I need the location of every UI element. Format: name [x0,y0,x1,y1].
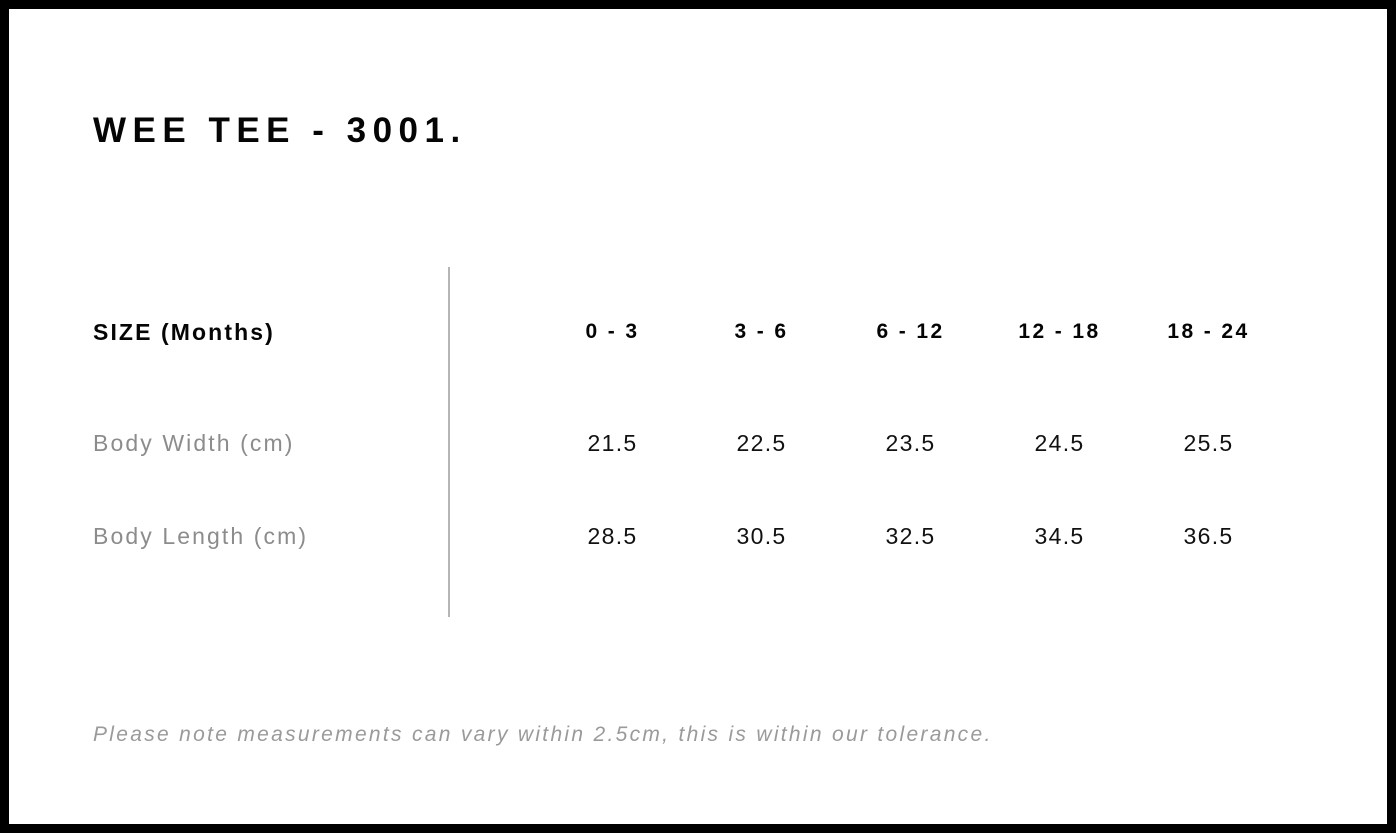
table-body: Body Width (cm) 21.5 22.5 23.5 24.5 25.5… [93,397,1283,583]
column-header-6-12: 6 - 12 [876,320,945,343]
size-table: SIZE (Months) 0 - 3 3 - 6 6 - 12 12 - 18… [93,267,1283,583]
table-header-row: SIZE (Months) 0 - 3 3 - 6 6 - 12 12 - 18… [93,267,1283,397]
card-inner: WEE TEE - 3001. SIZE (Months) 0 - 3 3 - [9,9,1387,824]
table-head: SIZE (Months) 0 - 3 3 - 6 6 - 12 12 - 18… [93,267,1283,397]
body-width-3-6: 22.5 [736,430,787,456]
body-length-6-12: 32.5 [885,523,936,549]
body-width-18-24: 25.5 [1183,430,1234,456]
body-width-0-3: 21.5 [587,430,638,456]
row-label-body-width: Body Width (cm) [93,430,295,456]
body-width-6-12: 23.5 [885,430,936,456]
page-title: WEE TEE - 3001. [93,111,467,150]
vertical-divider [448,267,450,617]
column-header-0-3: 0 - 3 [585,320,640,343]
body-length-18-24: 36.5 [1183,523,1234,549]
body-length-12-18: 34.5 [1034,523,1085,549]
size-table-container: SIZE (Months) 0 - 3 3 - 6 6 - 12 12 - 18… [93,267,1283,617]
body-length-3-6: 30.5 [736,523,787,549]
tolerance-note: Please note measurements can vary within… [93,723,993,746]
column-header-12-18: 12 - 18 [1018,320,1101,343]
body-length-0-3: 28.5 [587,523,638,549]
table-row: Body Width (cm) 21.5 22.5 23.5 24.5 25.5 [93,397,1283,490]
row-label-body-length: Body Length (cm) [93,523,309,549]
body-width-12-18: 24.5 [1034,430,1085,456]
size-months-header: SIZE (Months) [93,318,275,345]
column-header-18-24: 18 - 24 [1167,320,1250,343]
table-row: Body Length (cm) 28.5 30.5 32.5 34.5 36.… [93,490,1283,583]
column-header-3-6: 3 - 6 [734,320,789,343]
